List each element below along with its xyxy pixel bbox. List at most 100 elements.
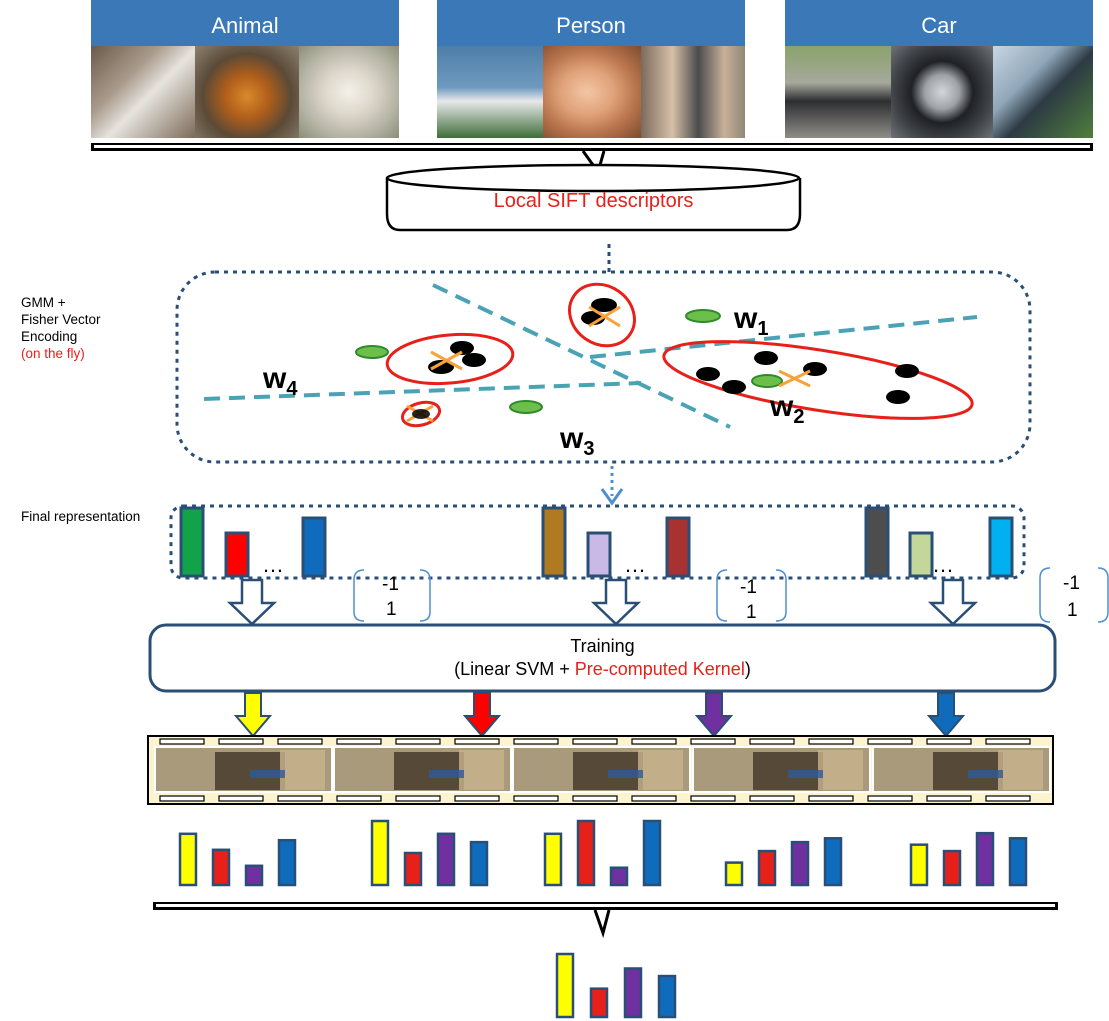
frame-score-bar bbox=[178, 832, 198, 887]
frame-score-bar bbox=[909, 843, 929, 887]
category-header-animal: Animal bbox=[91, 0, 399, 46]
film-hole bbox=[513, 795, 559, 802]
frame-score-bar bbox=[724, 861, 744, 887]
film-hole bbox=[985, 795, 1031, 802]
feature-bar bbox=[665, 516, 691, 578]
feature-bar bbox=[541, 506, 567, 578]
film-hole bbox=[867, 738, 913, 745]
video-frame-background bbox=[638, 750, 683, 790]
video-frame-background bbox=[280, 750, 325, 790]
frame-score-bar bbox=[543, 832, 563, 887]
film-hole bbox=[277, 795, 323, 802]
training-title: Training bbox=[570, 636, 635, 656]
feature-bar bbox=[908, 531, 934, 578]
final-representation-box bbox=[169, 504, 1026, 580]
film-hole bbox=[454, 738, 500, 745]
label-pair-2: -1 1 bbox=[740, 577, 757, 623]
ellipsis-1: … bbox=[262, 552, 284, 577]
photo-tiger bbox=[195, 46, 299, 138]
descriptor-points bbox=[428, 298, 919, 404]
video-frame-background bbox=[818, 750, 863, 790]
film-hole bbox=[336, 738, 382, 745]
video-frame-detail bbox=[250, 770, 285, 778]
film-hole bbox=[277, 738, 323, 745]
final-representation-label: Final representation bbox=[21, 509, 141, 524]
label-braces bbox=[353, 567, 1109, 623]
film-hole bbox=[985, 738, 1031, 745]
training-text: Training (Linear SVM + Pre-computed Kern… bbox=[150, 635, 1055, 681]
feature-bar bbox=[179, 506, 205, 578]
frame-score-bar bbox=[244, 864, 264, 887]
feature-bar bbox=[301, 516, 327, 578]
photo-wheel bbox=[891, 46, 993, 138]
photo-cat bbox=[91, 46, 195, 138]
hollow-arrows bbox=[226, 578, 979, 626]
film-hole bbox=[690, 738, 736, 745]
weight-w4: w4 bbox=[263, 362, 298, 400]
photo-group-of-women bbox=[641, 46, 745, 138]
gmm-label-line1: GMM + bbox=[21, 295, 66, 310]
training-highlight: Pre-computed Kernel bbox=[574, 659, 745, 679]
photo-child bbox=[543, 46, 641, 138]
frame-score-bar bbox=[403, 851, 423, 887]
photo-soccer-player bbox=[437, 46, 543, 138]
frame-score-bar bbox=[370, 819, 390, 887]
gmm-label-line4: (on the fly) bbox=[21, 346, 85, 361]
frame-score-bar bbox=[609, 866, 629, 887]
feature-bar bbox=[864, 506, 890, 578]
final-score-bar bbox=[589, 987, 609, 1019]
film-hole bbox=[631, 795, 677, 802]
film-hole bbox=[926, 795, 972, 802]
frame-score-bar bbox=[277, 838, 297, 887]
film-hole bbox=[690, 795, 736, 802]
training-subtitle: (Linear SVM + Pre-computed Kernel) bbox=[454, 659, 751, 679]
film-hole bbox=[454, 795, 500, 802]
frame-score-bar bbox=[823, 837, 843, 887]
descriptor-label: Local SIFT descriptors bbox=[493, 190, 694, 212]
ellipsis-2: … bbox=[624, 552, 646, 577]
category-header-person: Person bbox=[437, 0, 745, 46]
training-box bbox=[148, 623, 1057, 693]
frame-score-bar bbox=[469, 840, 489, 887]
feature-bar bbox=[988, 516, 1014, 578]
film-hole bbox=[395, 795, 441, 802]
frame-score-bar bbox=[975, 831, 995, 887]
film-hole bbox=[336, 795, 382, 802]
film-hole bbox=[159, 795, 205, 802]
film-hole bbox=[395, 738, 441, 745]
film-hole bbox=[513, 738, 559, 745]
weight-w1: w1 bbox=[734, 302, 769, 340]
video-frame-background bbox=[459, 750, 504, 790]
frame-score-bar bbox=[790, 840, 810, 887]
film-hole bbox=[159, 738, 205, 745]
film-hole bbox=[631, 738, 677, 745]
photo-small-car bbox=[785, 46, 891, 138]
classifier-arrows bbox=[233, 692, 966, 738]
frame-score-bars bbox=[178, 819, 1028, 887]
gmm-label-line3: Encoding bbox=[21, 329, 78, 344]
category-header-car: Car bbox=[785, 0, 1093, 46]
feature-bars bbox=[179, 506, 1014, 578]
frame-score-bar bbox=[757, 849, 777, 887]
final-score-bars bbox=[555, 952, 677, 1019]
frame-score-bar bbox=[1008, 837, 1028, 887]
label-pair-1: -1 1 bbox=[382, 574, 399, 620]
film-hole bbox=[218, 738, 264, 745]
label-pair-3: -1 1 bbox=[1063, 573, 1080, 621]
gmm-label-line2: Fisher Vector bbox=[21, 312, 101, 327]
frame-score-bar bbox=[436, 832, 456, 887]
film-hole bbox=[749, 795, 795, 802]
film-hole bbox=[808, 738, 854, 745]
video-frame-detail bbox=[968, 770, 1003, 778]
feature-bar bbox=[586, 531, 612, 578]
gaussian-components bbox=[385, 282, 974, 428]
film-hole bbox=[808, 795, 854, 802]
gmm-box bbox=[175, 270, 1032, 464]
descriptor-cylinder bbox=[385, 163, 802, 232]
connector-arrowhead bbox=[600, 488, 624, 506]
ellipsis-3: … bbox=[932, 552, 954, 577]
funnel-marker-bottom bbox=[593, 909, 611, 939]
weight-w2: w2 bbox=[770, 390, 805, 428]
